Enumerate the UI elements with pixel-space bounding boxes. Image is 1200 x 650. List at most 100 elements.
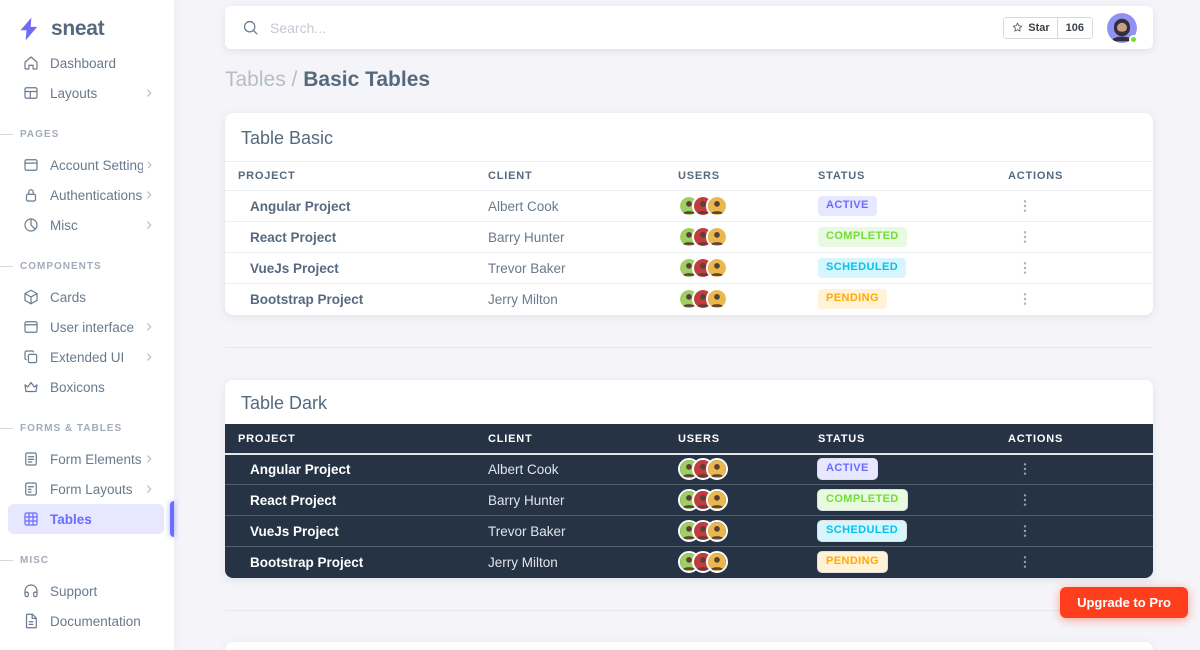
layout-icon (22, 84, 40, 102)
user-avatar[interactable] (1107, 12, 1138, 44)
sidebar-item-support[interactable]: Support (8, 576, 164, 606)
status-badge: COMPLETED (818, 227, 907, 247)
box-icon (22, 288, 40, 306)
navbar: Star 106 (225, 6, 1153, 49)
sidebar-item-documentation[interactable]: Documentation (8, 606, 164, 636)
table-row: React Project Barry Hunter COMPLETED (225, 484, 1153, 516)
user-avatar[interactable] (706, 195, 728, 217)
chevron-right-icon (142, 218, 156, 232)
sidebar-item-label: Boxicons (50, 379, 105, 395)
row-actions-menu-icon[interactable] (1016, 491, 1034, 509)
sidebar-item-dashboard[interactable]: Dashboard (8, 48, 164, 78)
row-actions-menu-icon[interactable] (1016, 197, 1034, 215)
brand[interactable]: sneat (0, 0, 174, 44)
section-dash (0, 266, 13, 267)
chevron-right-icon (142, 482, 156, 496)
project-cell: React Project (225, 484, 475, 516)
sidebar-item-user-interface[interactable]: User interface (8, 312, 164, 342)
user-avatar[interactable] (706, 226, 728, 248)
breadcrumb: Tables / Basic Tables (225, 68, 1153, 92)
sidebar-item-boxicons[interactable]: Boxicons (8, 372, 164, 402)
section-dash (0, 560, 13, 561)
column-header-status: STATUS (805, 161, 995, 191)
sidebar-item-label: Form Elements (50, 451, 142, 467)
table-basic: PROJECT CLIENT USERS STATUS ACTIONS Angular … (225, 161, 1153, 315)
user-avatar[interactable] (706, 288, 728, 311)
lock-icon (22, 186, 40, 204)
search-icon[interactable] (241, 18, 260, 37)
status-badge: PENDING (818, 289, 887, 310)
project-cell: VueJs Project (225, 252, 475, 284)
row-actions-menu-icon[interactable] (1016, 228, 1034, 246)
breadcrumb-section[interactable]: Tables / (225, 68, 298, 91)
section-divider (225, 609, 1153, 611)
sidebar-item-label: Account Settings (50, 157, 144, 173)
user-avatar[interactable] (706, 257, 728, 279)
star-count[interactable]: 106 (1056, 17, 1092, 38)
crown-icon (22, 378, 40, 396)
chevron-right-icon (142, 188, 156, 202)
avatar-group (678, 257, 795, 279)
client-cell: Albert Cook (475, 453, 665, 485)
card-icon (22, 156, 40, 174)
chevron-right-icon (142, 320, 156, 334)
sidebar-item-account-settings[interactable]: Account Settings (8, 150, 164, 180)
brand-name: sneat (51, 17, 105, 40)
sidebar-item-authentications[interactable]: Authentications (8, 180, 164, 210)
section-label: MISC (20, 554, 49, 566)
row-actions-menu-icon[interactable] (1016, 553, 1034, 571)
project-cell: Bootstrap Project (225, 546, 475, 578)
user-avatar[interactable] (706, 551, 728, 574)
sidebar-item-cards[interactable]: Cards (8, 282, 164, 312)
column-header-project: PROJECT (225, 423, 475, 455)
avatar-group (678, 288, 795, 311)
row-actions-menu-icon[interactable] (1016, 259, 1034, 277)
avatar-group (678, 489, 795, 511)
sidebar: sneat Dashboard Layouts PAGES Account Se… (0, 0, 174, 650)
sidebar-item-form-layouts[interactable]: Form Layouts (8, 474, 164, 504)
sidebar-section-forms-tables: FORMS & TABLES (0, 418, 174, 438)
client-cell: Jerry Milton (475, 546, 665, 578)
user-avatar[interactable] (706, 520, 728, 542)
table-dark: PROJECT CLIENT USERS STATUS ACTIONS Angular … (225, 423, 1153, 578)
sidebar-item-label: Documentation (50, 613, 141, 629)
section-dash (0, 428, 13, 429)
brand-logo-icon (16, 16, 42, 42)
row-actions-menu-icon[interactable] (1016, 460, 1034, 478)
client-cell: Barry Hunter (475, 221, 665, 253)
chevron-right-icon (142, 350, 156, 364)
sidebar-item-extended-ui[interactable]: Extended UI (8, 342, 164, 372)
sidebar-section-misc: MISC (0, 550, 174, 570)
user-avatar[interactable] (706, 458, 728, 481)
sidebar-item-misc[interactable]: Misc (8, 210, 164, 240)
sidebar-item-label: User interface (50, 319, 135, 335)
upgrade-to-pro-button[interactable]: Upgrade to Pro (1060, 587, 1188, 618)
sidebar-item-label: Support (50, 583, 98, 599)
section-dash (0, 134, 13, 135)
table-row: VueJs Project Trevor Baker SCHEDULED (225, 252, 1153, 284)
github-star-button[interactable]: Star 106 (1003, 16, 1093, 39)
headphones-icon (22, 582, 40, 600)
chevron-right-icon (142, 452, 156, 466)
sidebar-section-components: COMPONENTS (0, 256, 174, 276)
sidebar-item-label: Cards (50, 289, 87, 305)
navbar-right: Star 106 (1003, 12, 1138, 44)
sidebar-item-layouts[interactable]: Layouts (8, 78, 164, 108)
tables-container: Table Basic PROJECT CLIENT USERS STATUS ACTI… (174, 113, 1200, 611)
card-title: Table Dark (241, 392, 328, 413)
sidebar-item-tables[interactable]: Tables (8, 501, 174, 537)
user-avatar[interactable] (706, 489, 728, 511)
search-input[interactable] (270, 19, 590, 36)
section-label: PAGES (20, 128, 60, 140)
project-cell: Angular Project (225, 453, 475, 485)
sidebar-item-form-elements[interactable]: Form Elements (8, 444, 164, 474)
sidebar-item-label: Misc (50, 217, 78, 233)
row-actions-menu-icon[interactable] (1016, 522, 1034, 540)
section-label: COMPONENTS (20, 260, 102, 272)
row-actions-menu-icon[interactable] (1016, 290, 1034, 308)
table-row: VueJs Project Trevor Baker SCHEDULED (225, 515, 1153, 547)
online-status-dot (1129, 34, 1138, 44)
sidebar-item-label: Extended UI (50, 349, 125, 365)
avatar-group (678, 551, 795, 574)
